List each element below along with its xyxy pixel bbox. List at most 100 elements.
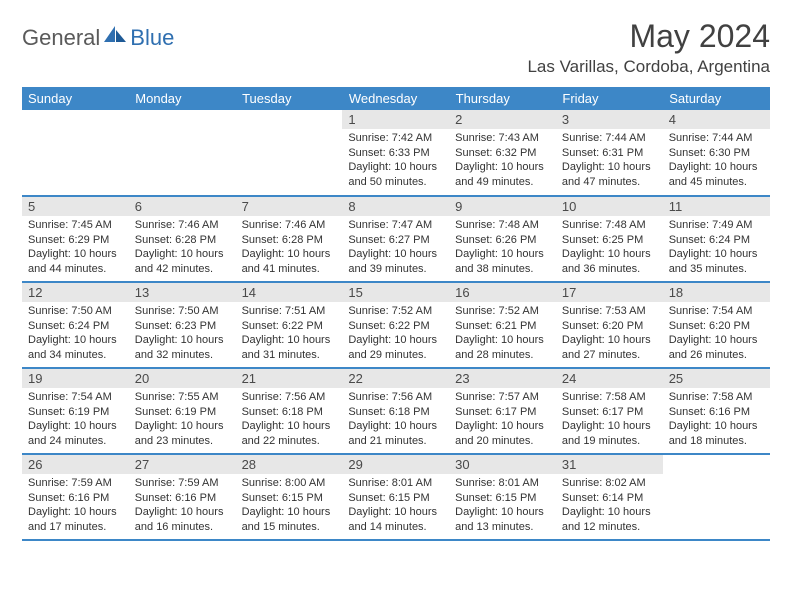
calendar-day-cell: 3Sunrise: 7:44 AMSunset: 6:31 PMDaylight… bbox=[556, 110, 663, 196]
calendar-week-row: 1Sunrise: 7:42 AMSunset: 6:33 PMDaylight… bbox=[22, 110, 770, 196]
day-number: 9 bbox=[449, 197, 556, 216]
calendar-day-cell: 25Sunrise: 7:58 AMSunset: 6:16 PMDayligh… bbox=[663, 368, 770, 454]
day-number: 22 bbox=[342, 369, 449, 388]
day-number: 12 bbox=[22, 283, 129, 302]
day-details: Sunrise: 7:59 AMSunset: 6:16 PMDaylight:… bbox=[22, 474, 129, 536]
calendar-day-cell: 20Sunrise: 7:55 AMSunset: 6:19 PMDayligh… bbox=[129, 368, 236, 454]
day-details: Sunrise: 7:59 AMSunset: 6:16 PMDaylight:… bbox=[129, 474, 236, 536]
weekday-header: Monday bbox=[129, 87, 236, 110]
calendar-table: SundayMondayTuesdayWednesdayThursdayFrid… bbox=[22, 87, 770, 541]
calendar-day-cell: 5Sunrise: 7:45 AMSunset: 6:29 PMDaylight… bbox=[22, 196, 129, 282]
day-number: 28 bbox=[236, 455, 343, 474]
day-details: Sunrise: 7:58 AMSunset: 6:16 PMDaylight:… bbox=[663, 388, 770, 450]
calendar-week-row: 19Sunrise: 7:54 AMSunset: 6:19 PMDayligh… bbox=[22, 368, 770, 454]
day-details: Sunrise: 7:54 AMSunset: 6:20 PMDaylight:… bbox=[663, 302, 770, 364]
day-details: Sunrise: 8:00 AMSunset: 6:15 PMDaylight:… bbox=[236, 474, 343, 536]
day-details: Sunrise: 7:46 AMSunset: 6:28 PMDaylight:… bbox=[236, 216, 343, 278]
calendar-day-cell bbox=[236, 110, 343, 196]
day-details: Sunrise: 7:55 AMSunset: 6:19 PMDaylight:… bbox=[129, 388, 236, 450]
day-details: Sunrise: 7:47 AMSunset: 6:27 PMDaylight:… bbox=[342, 216, 449, 278]
calendar-day-cell: 26Sunrise: 7:59 AMSunset: 6:16 PMDayligh… bbox=[22, 454, 129, 540]
header: General Blue May 2024 Las Varillas, Cord… bbox=[22, 18, 770, 77]
day-number bbox=[129, 110, 236, 129]
day-number: 31 bbox=[556, 455, 663, 474]
day-number bbox=[22, 110, 129, 129]
day-number: 14 bbox=[236, 283, 343, 302]
day-details: Sunrise: 7:48 AMSunset: 6:25 PMDaylight:… bbox=[556, 216, 663, 278]
day-details: Sunrise: 8:01 AMSunset: 6:15 PMDaylight:… bbox=[342, 474, 449, 536]
day-number: 20 bbox=[129, 369, 236, 388]
calendar-day-cell: 31Sunrise: 8:02 AMSunset: 6:14 PMDayligh… bbox=[556, 454, 663, 540]
calendar-day-cell bbox=[22, 110, 129, 196]
calendar-day-cell: 6Sunrise: 7:46 AMSunset: 6:28 PMDaylight… bbox=[129, 196, 236, 282]
month-title: May 2024 bbox=[527, 18, 770, 55]
calendar-day-cell: 17Sunrise: 7:53 AMSunset: 6:20 PMDayligh… bbox=[556, 282, 663, 368]
day-number: 8 bbox=[342, 197, 449, 216]
calendar-day-cell: 29Sunrise: 8:01 AMSunset: 6:15 PMDayligh… bbox=[342, 454, 449, 540]
day-details: Sunrise: 7:44 AMSunset: 6:31 PMDaylight:… bbox=[556, 129, 663, 191]
day-number: 17 bbox=[556, 283, 663, 302]
day-number: 25 bbox=[663, 369, 770, 388]
weekday-header: Saturday bbox=[663, 87, 770, 110]
calendar-day-cell: 27Sunrise: 7:59 AMSunset: 6:16 PMDayligh… bbox=[129, 454, 236, 540]
day-number: 26 bbox=[22, 455, 129, 474]
title-block: May 2024 Las Varillas, Cordoba, Argentin… bbox=[527, 18, 770, 77]
day-details: Sunrise: 7:49 AMSunset: 6:24 PMDaylight:… bbox=[663, 216, 770, 278]
calendar-day-cell: 22Sunrise: 7:56 AMSunset: 6:18 PMDayligh… bbox=[342, 368, 449, 454]
calendar-day-cell: 30Sunrise: 8:01 AMSunset: 6:15 PMDayligh… bbox=[449, 454, 556, 540]
calendar-page: General Blue May 2024 Las Varillas, Cord… bbox=[0, 0, 792, 541]
day-number: 16 bbox=[449, 283, 556, 302]
calendar-day-cell: 21Sunrise: 7:56 AMSunset: 6:18 PMDayligh… bbox=[236, 368, 343, 454]
day-number: 18 bbox=[663, 283, 770, 302]
day-details: Sunrise: 7:57 AMSunset: 6:17 PMDaylight:… bbox=[449, 388, 556, 450]
calendar-day-cell: 7Sunrise: 7:46 AMSunset: 6:28 PMDaylight… bbox=[236, 196, 343, 282]
day-number: 11 bbox=[663, 197, 770, 216]
calendar-day-cell bbox=[129, 110, 236, 196]
calendar-day-cell: 14Sunrise: 7:51 AMSunset: 6:22 PMDayligh… bbox=[236, 282, 343, 368]
calendar-day-cell: 2Sunrise: 7:43 AMSunset: 6:32 PMDaylight… bbox=[449, 110, 556, 196]
calendar-day-cell: 18Sunrise: 7:54 AMSunset: 6:20 PMDayligh… bbox=[663, 282, 770, 368]
day-details: Sunrise: 7:58 AMSunset: 6:17 PMDaylight:… bbox=[556, 388, 663, 450]
day-number: 24 bbox=[556, 369, 663, 388]
calendar-week-row: 12Sunrise: 7:50 AMSunset: 6:24 PMDayligh… bbox=[22, 282, 770, 368]
day-details: Sunrise: 7:44 AMSunset: 6:30 PMDaylight:… bbox=[663, 129, 770, 191]
day-details: Sunrise: 7:53 AMSunset: 6:20 PMDaylight:… bbox=[556, 302, 663, 364]
day-details: Sunrise: 7:50 AMSunset: 6:23 PMDaylight:… bbox=[129, 302, 236, 364]
calendar-day-cell: 28Sunrise: 8:00 AMSunset: 6:15 PMDayligh… bbox=[236, 454, 343, 540]
calendar-day-cell: 23Sunrise: 7:57 AMSunset: 6:17 PMDayligh… bbox=[449, 368, 556, 454]
calendar-day-cell: 24Sunrise: 7:58 AMSunset: 6:17 PMDayligh… bbox=[556, 368, 663, 454]
day-number: 5 bbox=[22, 197, 129, 216]
calendar-day-cell: 8Sunrise: 7:47 AMSunset: 6:27 PMDaylight… bbox=[342, 196, 449, 282]
day-details: Sunrise: 7:46 AMSunset: 6:28 PMDaylight:… bbox=[129, 216, 236, 278]
calendar-week-row: 26Sunrise: 7:59 AMSunset: 6:16 PMDayligh… bbox=[22, 454, 770, 540]
day-number: 29 bbox=[342, 455, 449, 474]
day-details: Sunrise: 7:56 AMSunset: 6:18 PMDaylight:… bbox=[236, 388, 343, 450]
day-number: 4 bbox=[663, 110, 770, 129]
calendar-day-cell: 9Sunrise: 7:48 AMSunset: 6:26 PMDaylight… bbox=[449, 196, 556, 282]
logo: General Blue bbox=[22, 24, 174, 51]
weekday-header: Friday bbox=[556, 87, 663, 110]
day-details: Sunrise: 7:51 AMSunset: 6:22 PMDaylight:… bbox=[236, 302, 343, 364]
day-number: 19 bbox=[22, 369, 129, 388]
day-details: Sunrise: 7:42 AMSunset: 6:33 PMDaylight:… bbox=[342, 129, 449, 191]
location: Las Varillas, Cordoba, Argentina bbox=[527, 57, 770, 77]
calendar-head: SundayMondayTuesdayWednesdayThursdayFrid… bbox=[22, 87, 770, 110]
calendar-day-cell: 16Sunrise: 7:52 AMSunset: 6:21 PMDayligh… bbox=[449, 282, 556, 368]
day-number: 27 bbox=[129, 455, 236, 474]
calendar-day-cell: 1Sunrise: 7:42 AMSunset: 6:33 PMDaylight… bbox=[342, 110, 449, 196]
logo-text-general: General bbox=[22, 25, 100, 51]
day-number bbox=[663, 455, 770, 474]
calendar-week-row: 5Sunrise: 7:45 AMSunset: 6:29 PMDaylight… bbox=[22, 196, 770, 282]
day-details: Sunrise: 7:52 AMSunset: 6:21 PMDaylight:… bbox=[449, 302, 556, 364]
weekday-header: Tuesday bbox=[236, 87, 343, 110]
day-details: Sunrise: 7:56 AMSunset: 6:18 PMDaylight:… bbox=[342, 388, 449, 450]
calendar-day-cell: 4Sunrise: 7:44 AMSunset: 6:30 PMDaylight… bbox=[663, 110, 770, 196]
calendar-day-cell: 19Sunrise: 7:54 AMSunset: 6:19 PMDayligh… bbox=[22, 368, 129, 454]
day-number: 6 bbox=[129, 197, 236, 216]
sail-icon bbox=[102, 24, 128, 51]
day-number: 10 bbox=[556, 197, 663, 216]
calendar-day-cell: 12Sunrise: 7:50 AMSunset: 6:24 PMDayligh… bbox=[22, 282, 129, 368]
calendar-day-cell: 10Sunrise: 7:48 AMSunset: 6:25 PMDayligh… bbox=[556, 196, 663, 282]
logo-text-blue: Blue bbox=[130, 25, 174, 51]
day-number: 2 bbox=[449, 110, 556, 129]
